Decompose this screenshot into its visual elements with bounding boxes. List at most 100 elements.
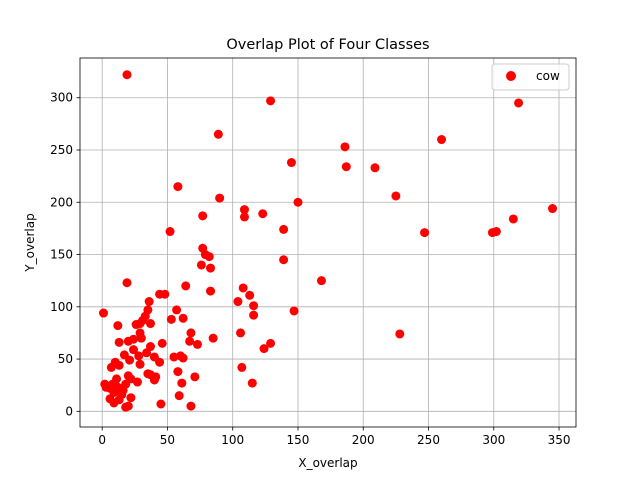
data-point (391, 191, 401, 201)
data-point (293, 197, 303, 207)
data-point (258, 209, 268, 219)
data-point (190, 372, 200, 382)
data-point (206, 286, 216, 296)
data-point (395, 329, 405, 339)
data-point (143, 369, 153, 379)
data-point (249, 310, 259, 320)
data-point (166, 314, 176, 324)
data-point (181, 281, 191, 291)
axis-ticks: 0 50 100 150 200 250 300 350 0 50 100 150 200 250 300 (50, 91, 570, 447)
data-point (548, 204, 558, 214)
data-point (177, 378, 187, 388)
y-tick-label: 300 (50, 91, 73, 105)
data-point (178, 353, 188, 363)
data-point (156, 399, 166, 409)
data-point (135, 319, 145, 329)
x-tick-label: 0 (98, 433, 106, 447)
data-point (266, 338, 276, 348)
data-point (172, 305, 182, 315)
data-point (259, 344, 269, 354)
x-tick-label: 350 (548, 433, 571, 447)
data-point (249, 301, 259, 311)
data-point (192, 339, 202, 349)
data-point (196, 260, 206, 270)
data-point (114, 337, 124, 347)
x-tick-label: 150 (287, 433, 310, 447)
x-tick-label: 50 (160, 433, 175, 447)
x-axis-label: X_overlap (298, 456, 357, 470)
data-point (266, 96, 276, 106)
data-point (186, 401, 196, 411)
data-point (134, 351, 144, 361)
data-point (113, 321, 123, 331)
data-point (514, 98, 524, 108)
plot-frame (79, 57, 577, 428)
data-point (233, 297, 243, 307)
x-tick-label: 100 (221, 433, 244, 447)
y-tick-label: 0 (65, 404, 73, 418)
data-point (173, 367, 183, 377)
data-point (437, 135, 447, 145)
data-point (239, 205, 249, 215)
y-tick-label: 50 (58, 352, 73, 366)
data-point (157, 338, 167, 348)
data-point (204, 252, 214, 262)
data-point (341, 162, 351, 172)
legend-box (491, 63, 570, 91)
y-tick-label: 200 (50, 195, 73, 209)
data-point (340, 142, 350, 152)
data-point (185, 336, 195, 346)
data-point (136, 333, 146, 343)
data-point (279, 224, 289, 234)
data-point (316, 276, 326, 286)
data-point (289, 306, 299, 316)
data-point (239, 212, 249, 222)
data-point (165, 227, 175, 237)
data-point (213, 129, 223, 139)
data-point (206, 263, 216, 273)
y-tick-label: 100 (50, 300, 73, 314)
data-point (247, 378, 257, 388)
data-point (245, 290, 255, 300)
data-point (491, 227, 501, 237)
data-point (135, 359, 145, 369)
data-point (238, 283, 248, 293)
data-point (149, 375, 159, 385)
data-point (155, 357, 165, 367)
data-point (122, 278, 132, 288)
y-tick-label: 250 (50, 143, 73, 157)
legend: cow (491, 63, 570, 91)
data-point (186, 328, 196, 338)
data-point (420, 228, 430, 238)
data-point (178, 313, 188, 323)
legend-marker (506, 71, 516, 81)
data-point (508, 214, 518, 224)
data-point (215, 193, 225, 203)
y-tick-label: 150 (50, 248, 73, 262)
data-point (98, 308, 108, 318)
data-point (145, 319, 155, 329)
data-point (129, 334, 139, 344)
legend-label-cow: cow (536, 69, 560, 83)
data-point (198, 211, 208, 221)
data-point (370, 163, 380, 173)
data-point (144, 297, 154, 307)
data-point (173, 182, 183, 192)
data-point (129, 345, 139, 355)
data-point (114, 360, 124, 370)
data-point (279, 255, 289, 265)
data-point (208, 333, 218, 343)
data-points (98, 70, 558, 412)
x-tick-label: 200 (352, 433, 375, 447)
x-tick-label: 250 (417, 433, 440, 447)
y-axis-label: Y_overlap (23, 213, 37, 272)
chart-title: Overlap Plot of Four Classes (226, 37, 429, 53)
data-point (106, 362, 116, 372)
data-point (123, 401, 133, 411)
data-point (236, 328, 246, 338)
data-point (132, 377, 142, 387)
data-point (286, 158, 296, 168)
data-point (142, 348, 152, 358)
data-point (125, 355, 135, 365)
